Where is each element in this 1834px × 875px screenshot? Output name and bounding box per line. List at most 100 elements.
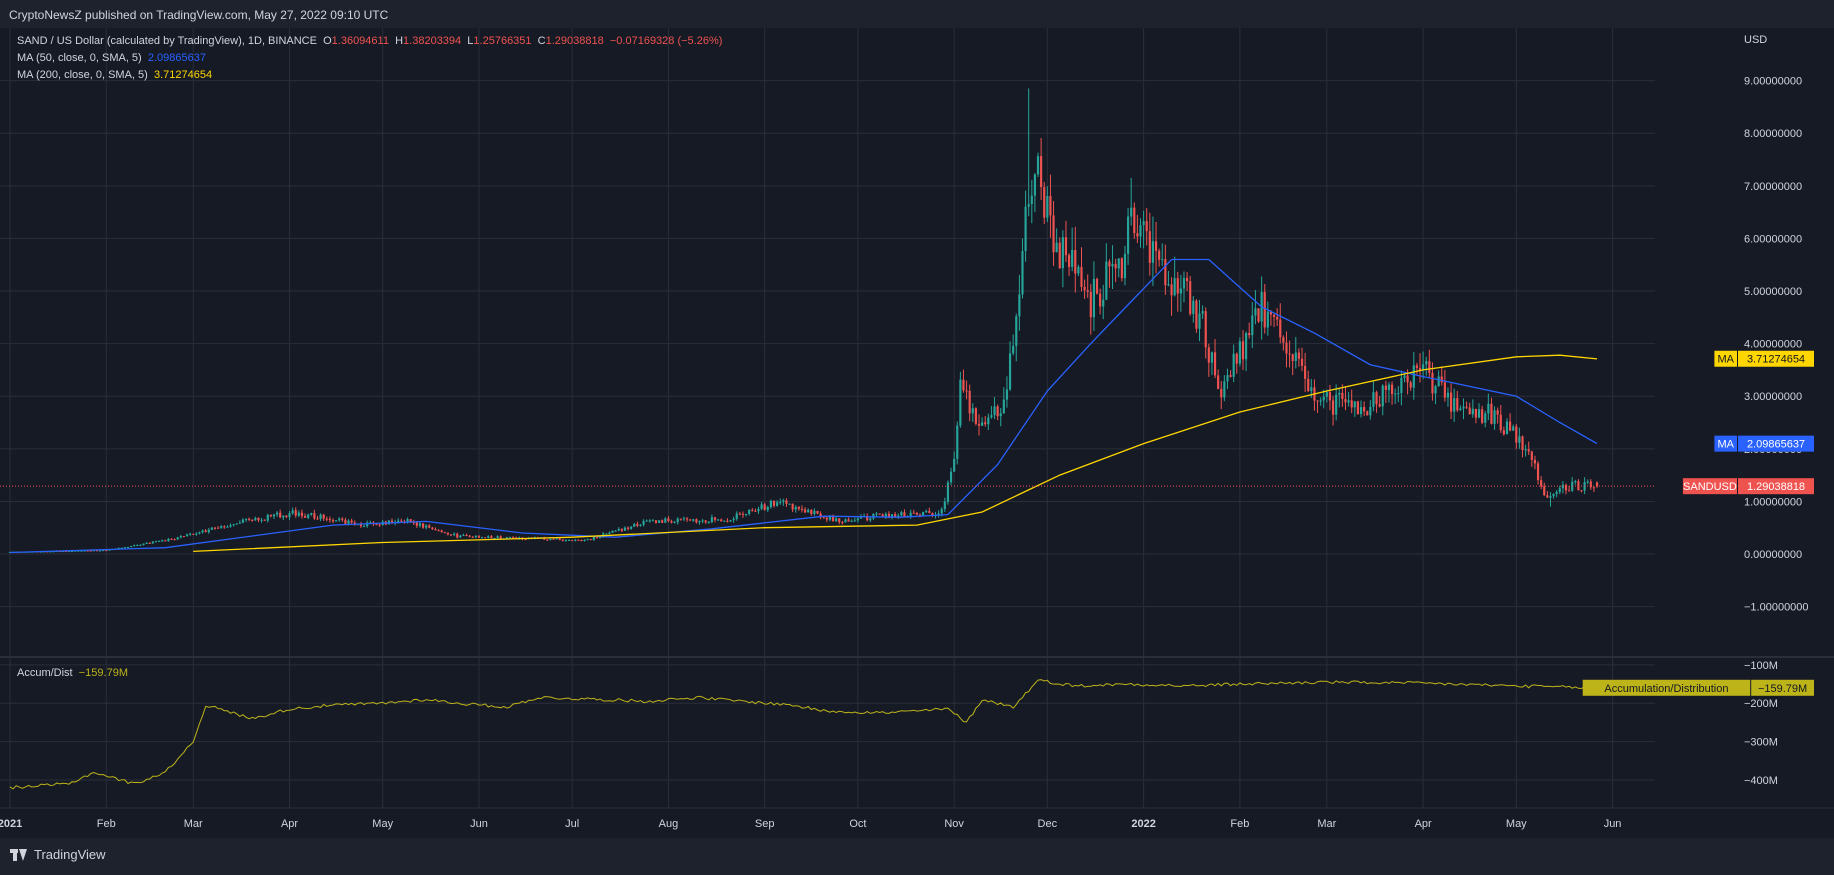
candle-body — [105, 550, 108, 552]
chart-area[interactable]: USD 9.00000000 8.00000000 7.00000000 6.00000… — [0, 28, 1834, 838]
candle-body — [61, 551, 64, 553]
candle-body — [822, 517, 825, 519]
candle-body — [1512, 426, 1515, 431]
candle-body — [993, 406, 996, 416]
candle-body — [241, 519, 245, 523]
candle-body — [776, 502, 779, 506]
candle-body — [344, 519, 347, 524]
candle-body — [1564, 484, 1568, 491]
candle-body — [471, 536, 474, 538]
candle-body — [872, 513, 875, 519]
candle-body — [1024, 206, 1027, 252]
candle-body — [276, 512, 279, 515]
candle-body — [71, 551, 74, 553]
candle-body — [574, 539, 577, 541]
candle-body — [639, 524, 642, 526]
price-badge-label: SANDUSD — [1683, 481, 1737, 493]
candle-body — [1552, 493, 1555, 497]
accum-badge: Accumulation/Distribution −159.79M — [1582, 679, 1814, 696]
candle-body — [425, 525, 428, 528]
candle-body — [1384, 385, 1387, 390]
candle-body — [564, 540, 568, 542]
candle-body — [1363, 407, 1366, 412]
ma200-line — [193, 354, 1598, 553]
bottom-bar: TradingView — [0, 838, 1834, 875]
price-axis[interactable]: USD 9.00000000 8.00000000 7.00000000 6.00000… — [1655, 28, 1834, 656]
candle-body — [176, 537, 179, 540]
candle-body — [974, 408, 977, 424]
candle-body — [1471, 408, 1474, 415]
candle-body — [1266, 311, 1269, 328]
candle-body — [1521, 436, 1524, 450]
candle-body — [257, 517, 260, 521]
candle-body — [80, 550, 83, 552]
candle-body — [546, 539, 549, 541]
candle-body — [1049, 195, 1052, 216]
time-tick-label: Oct — [849, 818, 866, 830]
candle-body — [1195, 300, 1198, 329]
candle-body — [1145, 221, 1148, 232]
candle-body — [1415, 365, 1419, 368]
candle-body — [1176, 278, 1179, 294]
candle-body — [831, 515, 835, 522]
candle-body — [1220, 388, 1223, 398]
legend-symbol-row: SAND / US Dollar (calculated by TradingV… — [17, 35, 722, 47]
candle-body — [664, 518, 667, 523]
candle-body — [890, 514, 894, 518]
candle-body — [1375, 392, 1378, 405]
grid — [0, 28, 1655, 838]
candle-body — [654, 520, 658, 523]
candle-body — [459, 535, 462, 538]
candle-body — [77, 550, 80, 552]
candle-body — [685, 518, 689, 520]
candle-body — [841, 522, 844, 524]
candle-body — [204, 530, 207, 533]
candle-body — [977, 423, 981, 426]
candle-body — [763, 504, 766, 510]
legend-ma50-row[interactable]: MA (50, close, 0, SMA, 5) 2.09865637 — [17, 52, 206, 64]
ma50-badge-value-bg — [1738, 435, 1814, 452]
candle-body — [232, 524, 235, 526]
candle-body — [1201, 311, 1204, 314]
candle-body — [136, 545, 139, 547]
accum-tick-label: −300M — [1744, 737, 1778, 749]
time-tick-label: Feb — [97, 818, 116, 830]
tradingview-brand[interactable]: TradingView — [10, 847, 106, 862]
candle-body — [1459, 408, 1462, 411]
price-chart-svg[interactable]: USD 9.00000000 8.00000000 7.00000000 6.00000… — [0, 28, 1834, 838]
legend-ma200-row[interactable]: MA (200, close, 0, SMA, 5) 3.71274654 — [17, 69, 212, 81]
candle-body — [1238, 341, 1241, 364]
publish-info: CryptoNewsZ published on TradingView.com… — [9, 8, 389, 22]
time-axis[interactable]: 2021 Feb Mar Apr May Jun Jul Aug Sep Oct Nov Dec 202… — [0, 807, 1834, 838]
candle-body — [567, 540, 571, 542]
candle-body — [307, 514, 310, 518]
price-badge-label-bg — [1682, 478, 1737, 495]
candle-body — [1453, 398, 1456, 412]
candle-body — [894, 514, 897, 517]
candle-body — [331, 520, 335, 522]
candle-body — [1182, 277, 1186, 289]
candle-body — [1580, 490, 1583, 492]
candle-body — [1288, 353, 1291, 355]
candle-body — [446, 532, 450, 535]
candle-body — [648, 520, 651, 522]
candle-body — [959, 379, 962, 426]
candle-body — [1126, 216, 1130, 254]
candle-body — [167, 538, 170, 541]
legend-accum-row[interactable]: Accum/Dist −159.79M — [17, 667, 128, 679]
candle-body — [673, 522, 676, 524]
candle-body — [251, 519, 254, 521]
candle-body — [1092, 278, 1096, 318]
ma50-line — [9, 258, 1598, 554]
candle-body — [185, 534, 189, 537]
candle-body — [1428, 361, 1431, 373]
candle-body — [1561, 484, 1564, 489]
candle-body — [558, 538, 561, 540]
candle-body — [1148, 231, 1151, 263]
candle-body — [254, 517, 257, 521]
candle-body — [130, 546, 133, 548]
candle-body — [1468, 407, 1471, 415]
candle-body — [437, 530, 440, 532]
candle-body — [1568, 490, 1571, 492]
candle-body — [285, 515, 288, 518]
